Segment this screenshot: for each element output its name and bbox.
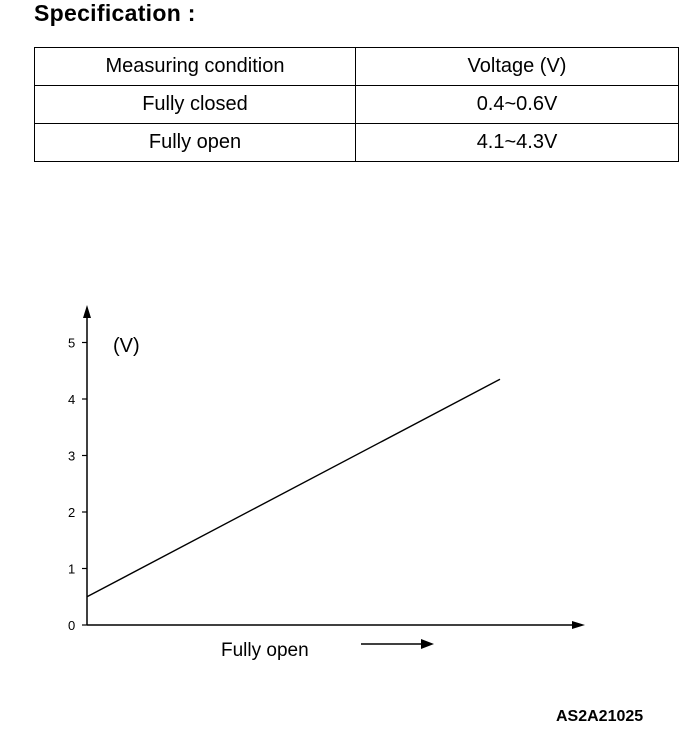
cell-condition: Fully closed — [34, 85, 356, 124]
y-tick-label: 1 — [68, 562, 75, 577]
y-axis-label: (V) — [113, 335, 140, 357]
specification-title: Specification : — [34, 0, 196, 26]
cell-voltage: 4.1~4.3V — [355, 123, 679, 162]
table-row: Fully open 4.1~4.3V — [34, 123, 679, 162]
header-measuring-condition: Measuring condition — [34, 47, 356, 86]
y-tick-label: 0 — [68, 618, 75, 633]
y-tick-label: 4 — [68, 392, 75, 407]
y-tick-label: 2 — [68, 505, 75, 520]
figure-code: AS2A21025 — [556, 708, 644, 725]
y-axis-arrowhead — [83, 305, 91, 318]
y-tick-label: 3 — [68, 449, 75, 464]
y-ticks-group: 0 1 2 3 4 5 — [68, 336, 87, 633]
voltage-series-line — [86, 378, 501, 598]
specification-table: Measuring condition Voltage (V) Fully cl… — [34, 47, 679, 162]
direction-arrowhead — [421, 639, 434, 649]
table-header-row: Measuring condition Voltage (V) — [34, 47, 679, 86]
x-axis-label: Fully open — [221, 640, 309, 661]
cell-condition: Fully open — [34, 123, 356, 162]
y-tick-label: 5 — [68, 336, 75, 351]
header-voltage: Voltage (V) — [355, 47, 679, 86]
x-axis-arrowhead — [572, 621, 585, 629]
